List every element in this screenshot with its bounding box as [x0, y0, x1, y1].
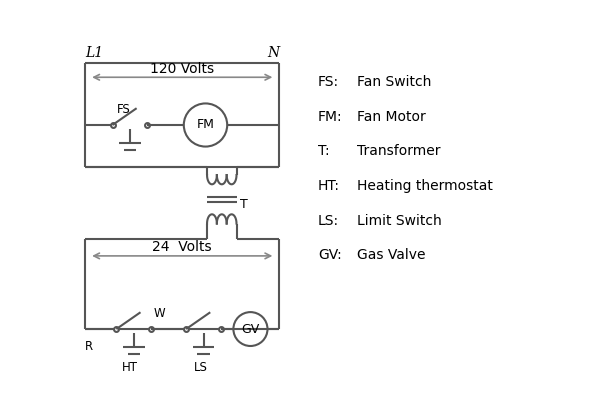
Text: N: N — [267, 46, 279, 60]
Text: FM: FM — [196, 118, 214, 132]
Text: T:: T: — [318, 144, 329, 158]
Text: Gas Valve: Gas Valve — [356, 248, 425, 262]
Text: 120 Volts: 120 Volts — [150, 62, 214, 76]
Text: W: W — [153, 307, 165, 320]
Text: L1: L1 — [86, 46, 103, 60]
Text: LS: LS — [194, 361, 208, 374]
Text: HT:: HT: — [318, 179, 340, 193]
Text: HT: HT — [122, 361, 138, 374]
Text: Heating thermostat: Heating thermostat — [356, 179, 493, 193]
Text: FM:: FM: — [318, 110, 343, 124]
Text: GV: GV — [241, 322, 260, 336]
Text: GV:: GV: — [318, 248, 342, 262]
Text: Fan Motor: Fan Motor — [356, 110, 425, 124]
Text: FS:: FS: — [318, 75, 339, 89]
Text: R: R — [86, 340, 93, 353]
Text: 24  Volts: 24 Volts — [152, 240, 212, 254]
Text: Fan Switch: Fan Switch — [356, 75, 431, 89]
Text: FS: FS — [116, 103, 130, 116]
Text: Limit Switch: Limit Switch — [356, 214, 441, 228]
Text: LS:: LS: — [318, 214, 339, 228]
Text: Transformer: Transformer — [356, 144, 440, 158]
Text: T: T — [240, 198, 247, 211]
